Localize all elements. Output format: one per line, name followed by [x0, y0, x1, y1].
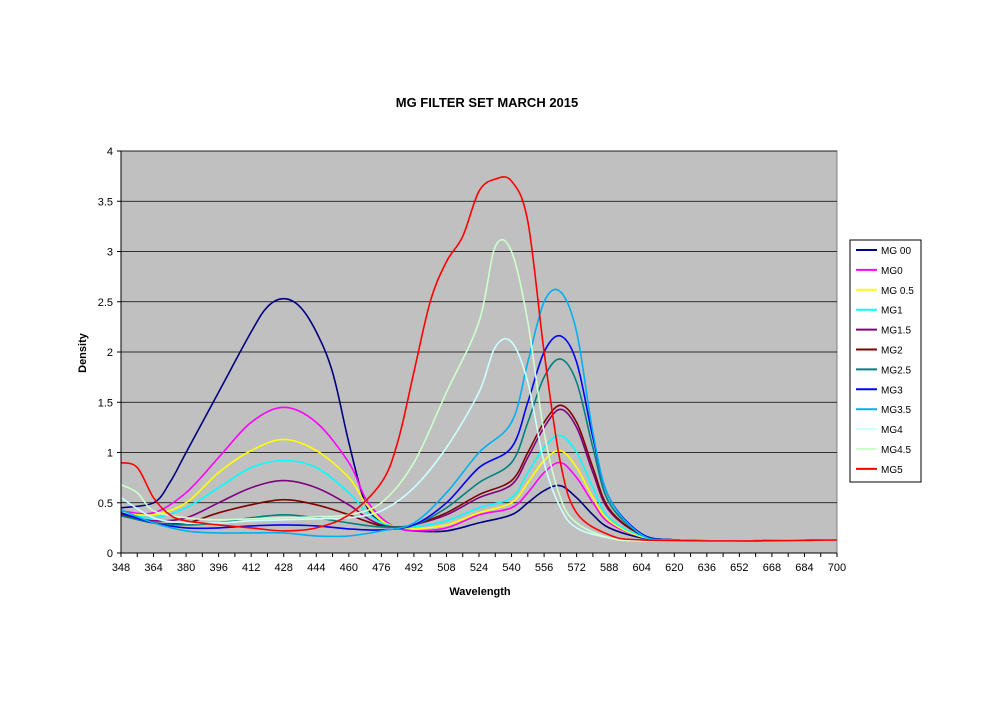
legend-box	[849, 239, 922, 483]
series-line-mg0	[120, 406, 838, 542]
x-tick-label: 636	[698, 562, 716, 574]
x-tick-label: 588	[600, 562, 618, 574]
legend-label-mg5: MG5	[881, 465, 903, 476]
y-axis-tick-labels: 0 0.5 1 1.5 2 2.5 3 3.5 4	[98, 146, 113, 560]
series-lines	[120, 176, 838, 542]
x-tick-label: 684	[795, 562, 813, 574]
x-tick-label: 524	[470, 562, 488, 574]
x-tick-label: 652	[730, 562, 748, 574]
series-line-mg3-5	[120, 288, 838, 542]
y-tick-label: 0.5	[98, 498, 113, 510]
legend-label-mg-0-5: MG 0.5	[881, 286, 914, 297]
x-tick-label: 348	[112, 562, 130, 574]
x-tick-label: 428	[275, 562, 293, 574]
x-tick-label: 380	[177, 562, 195, 574]
x-tick-label: 460	[340, 562, 358, 574]
x-tick-label: 508	[437, 562, 455, 574]
x-tick-label: 364	[144, 562, 162, 574]
x-tick-label: 444	[307, 562, 325, 574]
y-tick-label: 2	[107, 347, 113, 359]
x-tick-label: 556	[535, 562, 553, 574]
legend-label-mg4-5: MG4.5	[881, 445, 911, 456]
x-axis-label: Wavelength	[449, 586, 511, 598]
y-tick-label: 1	[107, 448, 113, 460]
legend-label-mg3: MG3	[881, 385, 903, 396]
x-tick-label: 668	[763, 562, 781, 574]
legend-label-mg0: MG0	[881, 266, 903, 277]
legend-label-mg3-5: MG3.5	[881, 405, 911, 416]
axes	[117, 150, 838, 557]
series-line-mg1-5	[120, 408, 838, 542]
y-tick-label: 1.5	[98, 397, 113, 409]
x-tick-label: 396	[209, 562, 227, 574]
legend-label-mg1-5: MG1.5	[881, 326, 911, 337]
x-axis-tick-labels: 348 364 380 396 412 428 444 460 476 492 508 524 540 5…	[112, 562, 846, 574]
x-tick-label: 620	[665, 562, 683, 574]
x-tick-label: 604	[633, 562, 651, 574]
series-line-mg5	[120, 176, 838, 542]
x-tick-label: 572	[567, 562, 585, 574]
legend-label-mg2: MG2	[881, 346, 903, 357]
legend-label-mg-00: MG 00	[881, 246, 911, 257]
legend-label-mg2-5: MG2.5	[881, 365, 911, 376]
gridlines	[121, 150, 837, 504]
legend: MG 00 MG0 MG 0.5 MG1 MG1.5 MG2 MG2.5 MG3 MG3.5 MG…	[849, 239, 922, 483]
y-tick-label: 3.5	[98, 196, 113, 208]
y-tick-label: 2.5	[98, 297, 113, 309]
x-tick-label: 412	[242, 562, 260, 574]
series-line-mg2	[120, 404, 838, 542]
legend-label-mg1: MG1	[881, 306, 903, 317]
chart-title: MG FILTER SET MARCH 2015	[396, 95, 579, 110]
series-line-mg-0-5	[120, 438, 838, 542]
legend-label-mg4: MG4	[881, 425, 903, 436]
series-line-mg3	[120, 334, 838, 542]
x-tick-label: 476	[372, 562, 390, 574]
y-tick-label: 4	[107, 146, 113, 158]
x-tick-label: 492	[405, 562, 423, 574]
x-tick-label: 540	[502, 562, 520, 574]
y-tick-label: 0	[107, 548, 113, 560]
series-line-mg1	[120, 434, 838, 542]
y-tick-label: 3	[107, 247, 113, 259]
y-axis-label: Density	[77, 332, 89, 373]
x-tick-label: 700	[828, 562, 846, 574]
series-line-mg4-5	[120, 238, 838, 542]
